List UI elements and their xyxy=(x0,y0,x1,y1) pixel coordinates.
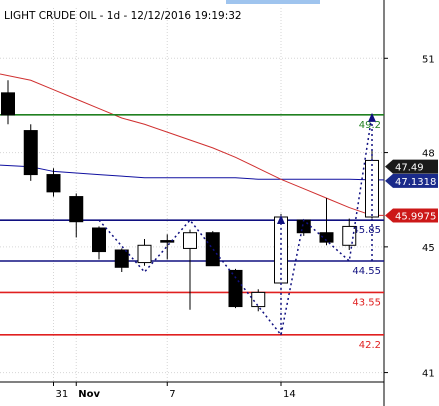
candle-body-up xyxy=(137,244,152,264)
x-tick-label: 31 xyxy=(56,389,69,400)
projection-arrow-head xyxy=(277,215,285,224)
x-tick-label: Nov xyxy=(78,389,100,400)
candle-body-down xyxy=(23,130,38,176)
candle-body-up xyxy=(251,291,266,308)
price-flag-label: 47.49 xyxy=(395,163,424,174)
candle-body-up xyxy=(342,225,357,246)
y-tick-label: 41 xyxy=(422,369,435,380)
candle-body-up xyxy=(183,232,197,249)
price-flag-label: 45.9975 xyxy=(395,212,436,223)
candle-body-down xyxy=(319,232,334,243)
candle-body-down xyxy=(1,92,15,116)
candle-body-down xyxy=(69,196,84,223)
candle-body-down xyxy=(92,227,106,253)
x-tick-label: 7 xyxy=(169,389,175,400)
price-flag xyxy=(385,159,438,174)
price-flag xyxy=(385,173,438,188)
candle-body-up xyxy=(365,159,379,218)
price-flag-label: 47.1318 xyxy=(395,177,436,188)
y-tick-label: 45 xyxy=(422,243,435,254)
candle-body-down xyxy=(296,219,311,234)
x-tick-label: 14 xyxy=(283,389,296,400)
level-label: 45.85 xyxy=(352,225,381,236)
price-flag xyxy=(385,208,438,223)
candle-body-down xyxy=(205,232,220,267)
candle-body-down xyxy=(46,174,61,193)
y-tick-label: 51 xyxy=(422,54,435,65)
y-tick-label: 48 xyxy=(422,149,435,160)
top-toolbar-strip xyxy=(226,0,320,4)
projection-arrow-head xyxy=(368,112,376,122)
candle-body-down xyxy=(160,240,175,243)
level-label: 43.55 xyxy=(352,297,381,308)
level-label: 49.2 xyxy=(359,120,381,131)
chart-title: LIGHT CRUDE OIL - 1d - 12/12/2016 19:19:… xyxy=(4,10,242,22)
candle-body-down xyxy=(228,269,243,308)
level-label: 42.2 xyxy=(359,340,381,351)
series-line-0 xyxy=(0,164,384,181)
series-line-1 xyxy=(0,73,384,216)
candle-body-down xyxy=(114,249,129,268)
level-label: 44.55 xyxy=(352,266,381,277)
